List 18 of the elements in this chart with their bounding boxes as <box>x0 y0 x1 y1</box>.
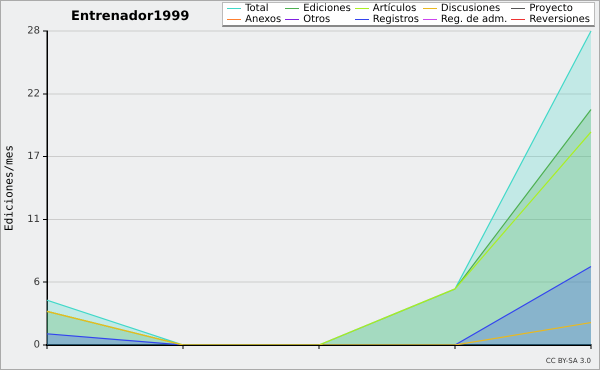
y-tick-label: 0 <box>34 340 40 351</box>
legend-label: Artículos <box>372 3 418 14</box>
y-tick-label: 28 <box>27 26 40 37</box>
legend-label: Reversiones <box>528 14 590 25</box>
y-tick-label: 17 <box>27 151 40 162</box>
legend-label: Discusiones <box>440 3 502 14</box>
y-tick-label: 11 <box>27 214 40 225</box>
legend-label: Otros <box>302 14 332 25</box>
legend-label: Ediciones <box>302 3 351 14</box>
chart-title: Entrenador1999 <box>71 9 190 24</box>
legend-label: Registros <box>372 14 419 25</box>
legend-label: Proyecto <box>528 3 573 14</box>
legend-label: Total <box>244 3 270 14</box>
y-tick-label: 6 <box>34 276 40 288</box>
legend-label: Reg. de adm. <box>440 14 508 25</box>
legend-label: Anexos <box>244 14 282 25</box>
y-axis-title: Ediciones/mes <box>2 144 16 232</box>
y-tick-label: 22 <box>27 88 40 100</box>
